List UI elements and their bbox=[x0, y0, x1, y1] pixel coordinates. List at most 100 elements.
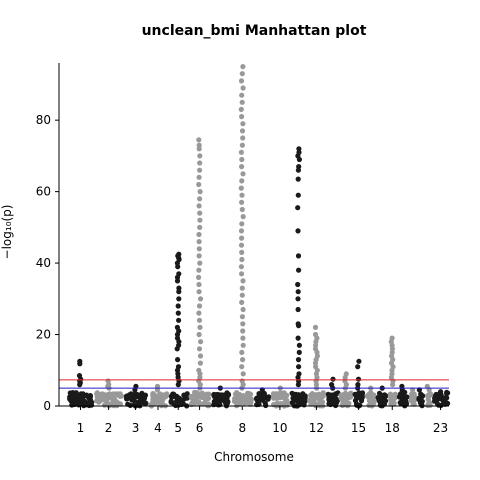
data-point bbox=[382, 398, 389, 404]
chromosome-6-points bbox=[188, 137, 212, 409]
chromosome-16-points bbox=[364, 385, 377, 409]
chromosome-7-points bbox=[211, 385, 232, 409]
peak-point bbox=[175, 382, 181, 388]
data-point bbox=[284, 392, 290, 398]
x-tick-label: 5 bbox=[174, 421, 182, 435]
peak-point bbox=[239, 271, 245, 277]
x-tick-label: 6 bbox=[196, 421, 204, 435]
y-axis-label: −log₁₀(p) bbox=[0, 205, 14, 260]
chromosome-3-points bbox=[124, 383, 149, 409]
data-point bbox=[184, 391, 190, 397]
peak-point bbox=[240, 357, 246, 363]
peak-point bbox=[196, 253, 202, 259]
peak-point bbox=[197, 353, 204, 359]
peak-point bbox=[196, 281, 202, 288]
peak-point bbox=[239, 128, 246, 134]
peak-point bbox=[295, 205, 301, 211]
y-tick-label: 80 bbox=[36, 113, 51, 127]
x-tick-label: 12 bbox=[309, 421, 324, 435]
data-point bbox=[348, 390, 354, 396]
chromosome-1-points bbox=[67, 358, 95, 409]
chromosome-15-points bbox=[352, 358, 366, 409]
plot-area bbox=[67, 64, 451, 409]
peak-point bbox=[238, 185, 244, 191]
peak-point bbox=[239, 349, 245, 355]
peak-point bbox=[196, 331, 202, 338]
peak-point bbox=[77, 361, 83, 367]
peak-point bbox=[295, 192, 301, 198]
x-tick-label: 2 bbox=[105, 421, 113, 435]
data-point bbox=[419, 398, 425, 404]
peak-point bbox=[240, 335, 246, 341]
peak-point bbox=[239, 71, 245, 77]
x-tick-label: 4 bbox=[154, 421, 162, 435]
peak-point bbox=[175, 264, 181, 270]
data-point bbox=[420, 393, 426, 399]
data-point bbox=[117, 401, 123, 407]
peak-point bbox=[239, 314, 245, 320]
peak-point bbox=[239, 292, 245, 298]
peak-point bbox=[295, 382, 301, 388]
data-point bbox=[164, 391, 170, 397]
data-point bbox=[371, 399, 377, 405]
chromosome-18-points bbox=[387, 335, 398, 407]
peak-point bbox=[197, 296, 204, 302]
peak-point bbox=[240, 328, 246, 334]
peak-point bbox=[196, 146, 202, 152]
peak-point bbox=[174, 278, 181, 284]
peak-point bbox=[296, 156, 302, 163]
y-tick-label: 60 bbox=[36, 185, 51, 199]
peak-point bbox=[239, 142, 245, 148]
peak-point bbox=[240, 214, 246, 220]
data-point bbox=[359, 390, 366, 396]
peak-point bbox=[296, 349, 302, 355]
chromosome-8-points bbox=[231, 64, 255, 409]
peak-point bbox=[295, 357, 302, 363]
data-point bbox=[206, 391, 212, 397]
peak-point bbox=[239, 256, 245, 263]
data-point bbox=[404, 394, 410, 400]
peak-point bbox=[239, 92, 245, 98]
peak-point bbox=[196, 274, 202, 280]
peak-point bbox=[175, 303, 181, 309]
chromosome-23-points bbox=[432, 389, 451, 408]
chromosome-12-points bbox=[307, 324, 326, 409]
peak-point bbox=[239, 192, 245, 198]
x-tick-label: 23 bbox=[433, 421, 448, 435]
data-point bbox=[143, 400, 149, 406]
data-point bbox=[427, 402, 433, 408]
peak-point bbox=[175, 357, 181, 363]
data-point bbox=[225, 399, 231, 405]
peak-point bbox=[240, 371, 246, 377]
peak-point bbox=[238, 228, 245, 234]
peak-point bbox=[174, 331, 181, 338]
data-point bbox=[225, 391, 232, 397]
peak-point bbox=[197, 217, 203, 223]
data-point bbox=[383, 393, 389, 399]
data-point bbox=[142, 392, 148, 398]
chromosome-4-points bbox=[148, 383, 170, 409]
x-tick-label: 1 bbox=[77, 421, 85, 435]
peak-point bbox=[295, 176, 301, 182]
peak-point bbox=[196, 231, 202, 238]
peak-point bbox=[239, 249, 245, 255]
peak-point bbox=[197, 160, 203, 166]
data-point bbox=[392, 394, 398, 400]
x-tick-label: 15 bbox=[351, 421, 366, 435]
data-point bbox=[217, 402, 223, 408]
peak-point bbox=[196, 203, 202, 209]
peak-point bbox=[77, 382, 83, 388]
chromosome-17-points bbox=[375, 385, 389, 409]
data-point bbox=[248, 396, 255, 402]
peak-point bbox=[196, 317, 203, 323]
peak-point bbox=[196, 137, 202, 143]
data-point bbox=[302, 398, 308, 404]
chart-title: unclean_bmi Manhattan plot bbox=[142, 23, 367, 39]
peak-point bbox=[295, 167, 301, 173]
peak-point bbox=[240, 171, 246, 177]
peak-point bbox=[438, 389, 444, 395]
data-point bbox=[371, 393, 377, 399]
chromosome-20-points bbox=[408, 387, 418, 407]
chromosome-11-points bbox=[289, 146, 308, 409]
y-tick-label: 0 bbox=[43, 399, 51, 413]
